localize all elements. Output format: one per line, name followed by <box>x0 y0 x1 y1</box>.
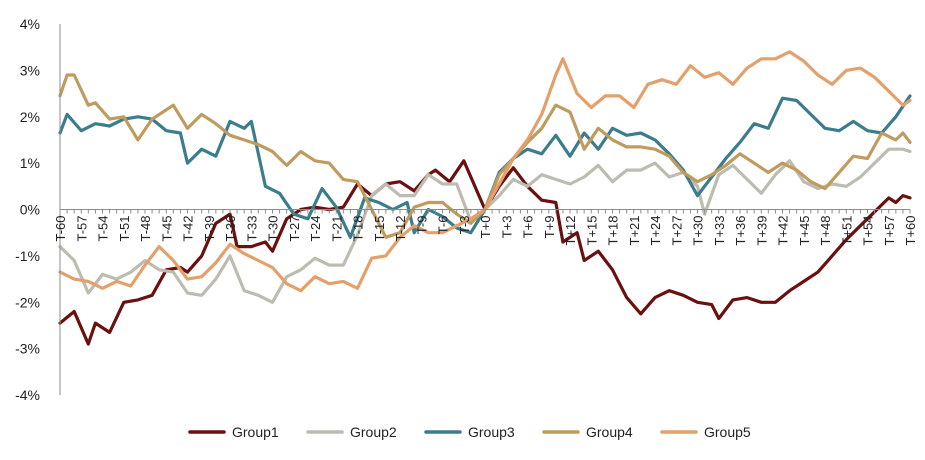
x-tick-label: T-30 <box>266 216 281 242</box>
x-tick-label: T+12 <box>563 216 578 246</box>
x-tick-label: T+57 <box>882 216 897 246</box>
y-tick-label: 4% <box>20 16 40 32</box>
x-tick-label: T-18 <box>351 216 366 242</box>
series-line-group2 <box>58 147 912 304</box>
legend-label: Group4 <box>586 424 633 440</box>
legend-label: Group3 <box>468 424 515 440</box>
legend-label: Group2 <box>350 424 397 440</box>
x-tick-label: T-15 <box>372 216 387 242</box>
x-tick-label: T+9 <box>542 216 557 239</box>
x-tick-label: T+27 <box>669 216 684 246</box>
x-axis-tick-marks <box>59 209 911 214</box>
x-tick-label: T+39 <box>754 216 769 246</box>
series-line-group1 <box>58 159 912 346</box>
y-tick-label: 0% <box>20 202 40 218</box>
y-tick-label: 3% <box>20 62 40 78</box>
legend-item-group4: Group4 <box>542 424 633 440</box>
legend-item-group2: Group2 <box>306 424 397 440</box>
legend-label: Group1 <box>232 424 279 440</box>
x-tick-label: T-60 <box>53 216 68 242</box>
x-tick-label: T+51 <box>839 216 854 246</box>
x-tick-label: T-48 <box>138 216 153 242</box>
x-tick-label: T+21 <box>627 216 642 246</box>
series-line-group3 <box>58 94 912 239</box>
series-line-group4 <box>58 73 912 239</box>
x-tick-label: T+54 <box>861 216 876 246</box>
x-tick-label: T+3 <box>499 216 514 239</box>
x-tick-label: T+24 <box>648 216 663 246</box>
x-tick-label: T-42 <box>181 216 196 242</box>
y-tick-label: 2% <box>20 109 40 125</box>
x-tick-label: T+30 <box>691 216 706 246</box>
x-tick-label: T-51 <box>117 216 132 242</box>
x-tick-label: T+18 <box>606 216 621 246</box>
series-lines <box>58 50 912 346</box>
x-tick-label: T-24 <box>308 216 323 242</box>
y-axis-tick-labels: 4% 3% 2% 1% 0% -1% -2% -3% -4% <box>15 16 40 403</box>
x-tick-label: T-3 <box>457 216 472 235</box>
x-tick-label: T-54 <box>96 216 111 242</box>
x-tick-label: T+42 <box>776 216 791 246</box>
x-tick-label: T-36 <box>223 216 238 242</box>
x-tick-label: T+33 <box>712 216 727 246</box>
x-tick-label: T-27 <box>287 216 302 242</box>
legend-item-group5: Group5 <box>660 424 751 440</box>
y-tick-label: -1% <box>15 248 40 264</box>
y-tick-label: 1% <box>20 155 40 171</box>
x-tick-label: T+48 <box>818 216 833 246</box>
x-tick-label: T-57 <box>74 216 89 242</box>
x-tick-label: T-12 <box>393 216 408 242</box>
x-tick-label: T-45 <box>159 216 174 242</box>
x-tick-label: T-9 <box>414 216 429 235</box>
legend-label: Group5 <box>704 424 751 440</box>
x-tick-label: T+15 <box>584 216 599 246</box>
y-tick-label: -3% <box>15 341 40 357</box>
x-tick-label: T-6 <box>436 216 451 235</box>
y-tick-label: -2% <box>15 294 40 310</box>
x-tick-label: T-21 <box>329 216 344 242</box>
series-line-group5 <box>58 50 912 293</box>
x-tick-label: T-33 <box>244 216 259 242</box>
y-tick-label: -4% <box>15 387 40 403</box>
x-tick-label: T-39 <box>202 216 217 242</box>
x-tick-label: T+0 <box>478 216 493 239</box>
x-axis-tick-labels: T-60 T-57 T-54 T-51 T-48 T-45 T-42 T-39 T-36 T-33… <box>53 216 918 246</box>
x-tick-label: T+36 <box>733 216 748 246</box>
x-tick-label: T+60 <box>903 216 918 246</box>
legend-item-group3: Group3 <box>424 424 515 440</box>
legend-item-group1: Group1 <box>188 424 279 440</box>
x-tick-label: T+45 <box>797 216 812 246</box>
legend: Group1 Group2 Group3 Group4 Group5 <box>188 424 751 440</box>
x-tick-label: T+6 <box>521 216 536 239</box>
